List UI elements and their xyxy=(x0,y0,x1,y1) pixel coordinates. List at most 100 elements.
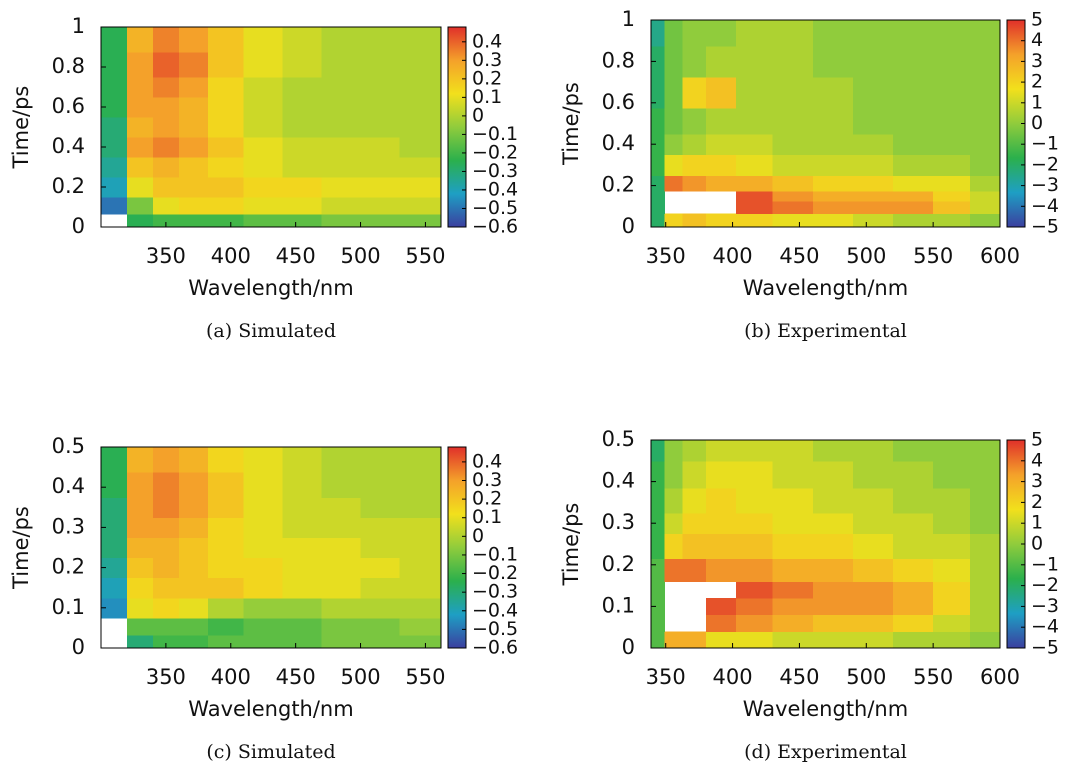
cell xyxy=(243,617,284,636)
cell xyxy=(321,517,362,538)
cell xyxy=(852,558,894,582)
colorbar-label: −5 xyxy=(1031,637,1059,659)
cell xyxy=(664,175,683,192)
cell xyxy=(969,440,1000,462)
cell xyxy=(933,487,971,514)
cell xyxy=(893,558,934,582)
cell xyxy=(651,201,665,215)
cell xyxy=(152,117,180,138)
cell xyxy=(126,497,154,518)
cell xyxy=(735,20,774,47)
cell xyxy=(243,137,284,158)
cell xyxy=(152,557,180,579)
cell xyxy=(772,440,814,462)
x-tick-label: 400 xyxy=(713,665,753,689)
cell xyxy=(282,447,323,473)
cell xyxy=(933,175,971,192)
cell xyxy=(893,614,934,632)
cell xyxy=(208,537,245,559)
cell xyxy=(852,45,894,78)
cell xyxy=(664,45,683,78)
cell xyxy=(651,190,665,202)
cell xyxy=(282,617,323,636)
cell xyxy=(399,634,441,648)
x-tick-label: 600 xyxy=(980,244,1020,268)
cell xyxy=(772,512,814,535)
cell xyxy=(852,201,894,215)
colorbar-label: 0.2 xyxy=(472,67,502,89)
cell xyxy=(178,557,209,579)
cell xyxy=(664,558,683,582)
cell xyxy=(682,440,707,462)
cell xyxy=(178,77,209,98)
cell xyxy=(664,213,683,227)
cell xyxy=(126,597,154,619)
cell xyxy=(705,45,737,78)
cell xyxy=(360,97,400,118)
cell xyxy=(126,557,154,579)
cell xyxy=(651,440,665,462)
cell xyxy=(893,45,934,78)
x-axis-label: Wavelength/nm xyxy=(743,276,908,300)
cell xyxy=(126,537,154,559)
cell xyxy=(812,558,854,582)
cell xyxy=(178,27,209,53)
cell xyxy=(101,77,128,98)
colorbar-label: 0.3 xyxy=(472,49,502,71)
x-tick-label: 600 xyxy=(980,665,1020,689)
y-tick-label: 0.4 xyxy=(602,131,635,155)
cell xyxy=(969,45,1000,78)
cell xyxy=(969,512,1000,535)
cell xyxy=(243,577,284,599)
cell xyxy=(178,52,209,78)
cell xyxy=(126,27,154,53)
colorbar-label: 1 xyxy=(1031,512,1043,534)
cell xyxy=(735,598,774,616)
cell xyxy=(772,133,814,156)
colorbar-label: 0.2 xyxy=(472,488,502,510)
cell xyxy=(208,177,245,198)
cell xyxy=(969,201,1000,215)
cell xyxy=(705,76,737,109)
cell xyxy=(735,154,774,176)
cell xyxy=(321,577,362,599)
cell xyxy=(101,537,128,559)
cell xyxy=(682,175,707,192)
cell xyxy=(399,472,441,498)
cell xyxy=(360,557,400,579)
colorbar-label: 3 xyxy=(1031,470,1043,492)
cell xyxy=(852,614,894,632)
cell xyxy=(705,154,737,176)
cell xyxy=(126,117,154,138)
cell xyxy=(933,190,971,202)
x-tick-label: 350 xyxy=(646,244,686,268)
cell xyxy=(812,45,854,78)
cell xyxy=(178,577,209,599)
cell xyxy=(852,76,894,109)
cell xyxy=(152,497,180,518)
cell xyxy=(282,117,323,138)
x-axis-label: Wavelength/nm xyxy=(188,697,353,721)
cell xyxy=(126,447,154,473)
cell xyxy=(933,107,971,135)
plot-frame xyxy=(650,439,1001,649)
panel: 350 400 450 500 550 60000.10.20.30.40.5Wavele… xyxy=(559,427,1059,763)
cell xyxy=(933,440,971,462)
colorbar-label: −4 xyxy=(1031,616,1059,638)
cell xyxy=(399,557,441,579)
y-tick-label: 0.4 xyxy=(52,474,85,498)
cell xyxy=(360,197,400,215)
cell xyxy=(243,597,284,619)
cell xyxy=(152,157,180,178)
cell xyxy=(101,52,128,78)
cell xyxy=(772,201,814,215)
y-tick-label: 0.2 xyxy=(602,552,635,576)
cell xyxy=(178,157,209,178)
colorbar-label: 3 xyxy=(1031,50,1043,72)
cell xyxy=(243,634,284,648)
cell xyxy=(243,97,284,118)
cell xyxy=(664,440,683,462)
x-tick-label: 450 xyxy=(276,665,316,689)
cell xyxy=(852,20,894,47)
heatmap xyxy=(101,447,441,648)
